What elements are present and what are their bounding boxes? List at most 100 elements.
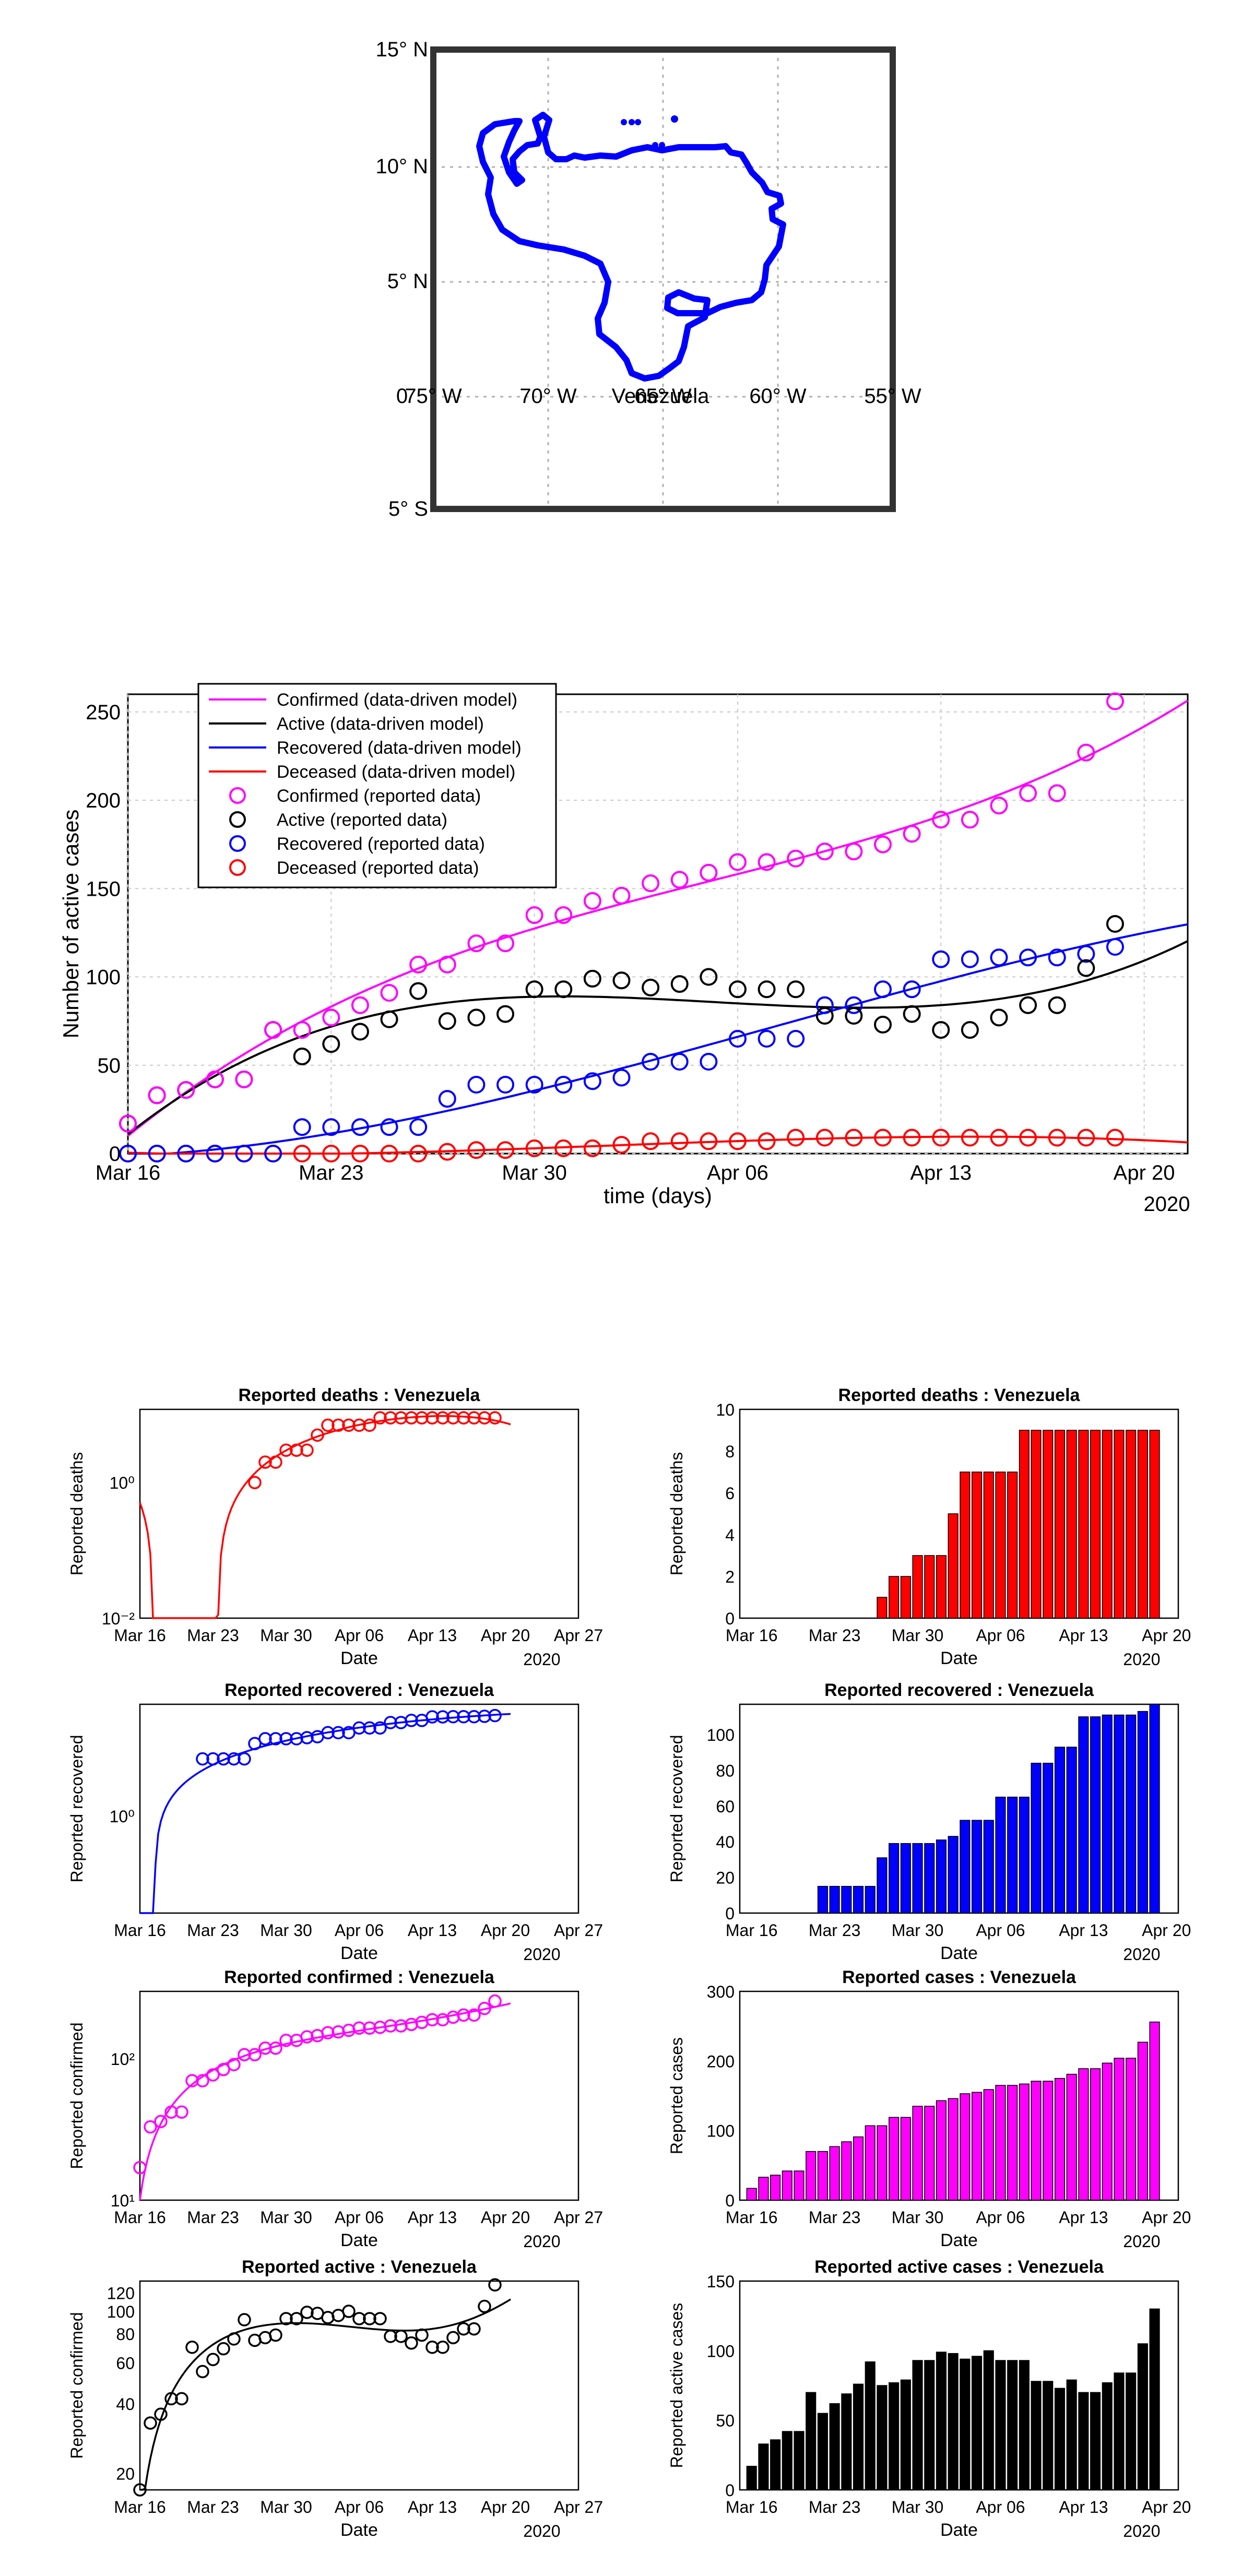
bar <box>865 2361 876 2490</box>
small-ytick-label: 20 <box>716 1869 735 1888</box>
bar <box>1102 2062 1113 2201</box>
small-ylabel: Reported recovered <box>67 1735 86 1883</box>
point-deceased <box>1048 1129 1066 1147</box>
bar <box>1054 1747 1066 1914</box>
small-year-label: 2020 <box>1123 2232 1160 2251</box>
point-confirmed <box>322 1008 340 1027</box>
small-ytick-label: 60 <box>716 1797 735 1816</box>
bar <box>1090 1430 1101 1619</box>
small-point <box>196 2365 209 2379</box>
point-deceased <box>1106 1129 1124 1147</box>
small-point <box>405 1411 418 1424</box>
small-point <box>133 2160 147 2175</box>
small-point <box>164 2105 178 2119</box>
small-point <box>478 2299 491 2313</box>
small-year-label: 2020 <box>523 1650 560 1669</box>
bar <box>1102 1430 1113 1619</box>
bar <box>1149 2308 1160 2490</box>
map-panel: 15° N 10° N 5° N 5° S 0 75° W 70° W 65° … <box>376 38 921 520</box>
point-active <box>700 968 718 986</box>
small-point <box>478 1710 491 1723</box>
point-confirmed <box>961 811 979 829</box>
small-point <box>248 1476 262 1489</box>
bar <box>817 2413 828 2490</box>
small-ytick-label: 120 <box>107 2284 135 2303</box>
point-deceased <box>438 1143 456 1161</box>
small-title: Reported deaths : Venezuela <box>239 1385 481 1405</box>
small-point <box>300 1443 314 1457</box>
point-active <box>787 980 805 999</box>
point-confirmed <box>438 955 456 974</box>
point-confirmed <box>758 853 776 871</box>
point-deceased <box>961 1129 979 1147</box>
small-point <box>300 1731 314 1744</box>
main-ticks: 0 50 100 150 200 250 Mar 16 Mar 23 Mar 30 Apr 06 A… <box>86 701 1175 1184</box>
small-point <box>352 2021 366 2035</box>
bar <box>983 1471 994 1619</box>
main-xlabel: time (days) <box>604 1183 712 1208</box>
point-active <box>815 1007 834 1025</box>
bar <box>936 1839 947 1914</box>
point-recovered <box>1048 948 1066 967</box>
small-point <box>467 2322 481 2336</box>
small-point <box>227 1752 241 1766</box>
small-point <box>352 1721 366 1735</box>
small-point <box>196 2074 209 2087</box>
small-ytick-label: 100 <box>707 1726 735 1744</box>
main-ylabel: Number of active cases <box>58 810 83 1039</box>
point-confirmed <box>380 984 398 1002</box>
bar <box>995 1797 1006 1914</box>
small-plot-area <box>139 1990 579 2201</box>
small-point <box>467 1411 481 1424</box>
bar <box>889 1843 900 1914</box>
point-deceased <box>380 1145 398 1162</box>
small-ytick-label: 100 <box>107 2302 135 2321</box>
point-deceased <box>612 1136 631 1154</box>
panel-confirmed-bar: Reported cases : Venezuela Date 2020 Report… <box>667 1967 1191 2251</box>
point-active <box>961 1021 979 1039</box>
small-point <box>154 2407 168 2421</box>
small-ytick-label: 200 <box>707 2052 735 2071</box>
small-year-label: 2020 <box>523 2232 560 2251</box>
bar <box>948 1836 959 1914</box>
bar <box>900 2379 911 2490</box>
small-point <box>238 2048 251 2061</box>
small-point <box>488 1708 502 1723</box>
small-xtick-label: Apr 20 <box>1142 2498 1191 2516</box>
venezuela-border <box>476 112 786 382</box>
bar <box>1149 2021 1160 2201</box>
point-confirmed <box>235 1070 253 1088</box>
point-active <box>903 1005 921 1023</box>
small-ylabel: Reported recovered <box>667 1735 686 1883</box>
small-point <box>436 2341 450 2354</box>
small-plot-area <box>739 1408 1179 1619</box>
small-title: Reported active cases : Venezuela <box>814 2257 1104 2277</box>
point-active <box>554 980 573 999</box>
small-ytick-label: 2 <box>725 1568 735 1586</box>
small-xlabel: Date <box>940 2520 978 2540</box>
small-plot-area <box>139 2280 579 2491</box>
bar <box>1019 2360 1030 2490</box>
point-recovered <box>380 1118 398 1136</box>
point-deceased <box>845 1129 863 1147</box>
bar <box>1126 2058 1137 2201</box>
point-confirmed <box>612 886 631 905</box>
bar <box>1007 1471 1018 1619</box>
bar <box>912 2360 923 2490</box>
small-point <box>436 1411 450 1424</box>
map-title: Venezuela <box>612 385 710 408</box>
main-ytick-label: 0 <box>109 1143 121 1166</box>
small-xtick-label: Apr 06 <box>335 1921 384 1940</box>
small-xtick-label: Mar 30 <box>260 1626 312 1645</box>
bar <box>1007 2085 1018 2201</box>
small-point <box>196 1752 209 1766</box>
bar <box>924 1843 935 1914</box>
small-xtick-label: Apr 20 <box>1142 1921 1191 1940</box>
small-xtick-label: Mar 23 <box>809 2498 861 2516</box>
small-point <box>467 1710 481 1724</box>
legend-label: Deceased (data-driven model) <box>277 762 515 782</box>
main-xtick-label: Mar 23 <box>299 1161 364 1184</box>
point-deceased <box>815 1129 834 1147</box>
small-point <box>248 2048 262 2061</box>
point-recovered <box>264 1145 282 1162</box>
